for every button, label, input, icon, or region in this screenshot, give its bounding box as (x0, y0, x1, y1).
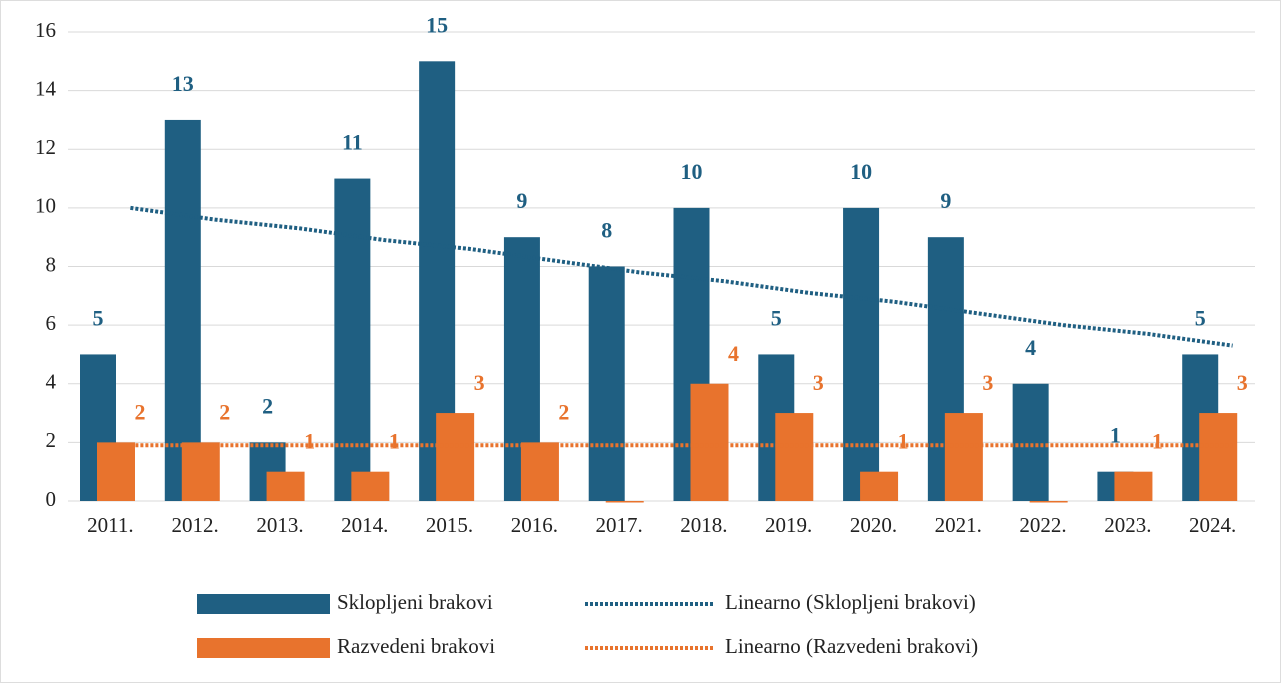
bar (334, 178, 371, 501)
x-tick-label: 2011. (87, 513, 133, 537)
x-tick-label: 2021. (935, 513, 982, 537)
x-tick-label: 2016. (511, 513, 558, 537)
bar (266, 471, 305, 501)
x-tick-label: 2022. (1019, 513, 1066, 537)
data-label: 10 (850, 159, 872, 184)
y-tick-label: 0 (46, 487, 57, 511)
x-tick-label: 2012. (172, 513, 219, 537)
legend-swatch (197, 638, 330, 658)
bar (588, 266, 625, 501)
bar (97, 442, 135, 501)
legend-label: Razvedeni brakovi (337, 634, 495, 658)
y-tick-label: 8 (46, 252, 57, 276)
bar (843, 207, 880, 501)
data-label: 4 (728, 341, 739, 366)
x-tick-label: 2020. (850, 513, 897, 537)
legend-swatch (197, 594, 330, 614)
data-label: 2 (219, 399, 230, 424)
bar (605, 501, 644, 503)
bar (181, 442, 220, 501)
data-label: 1 (389, 429, 400, 454)
bar (520, 442, 559, 501)
legend-label: Sklopljeni brakovi (337, 590, 493, 614)
bar (1199, 413, 1238, 501)
bar (164, 119, 201, 501)
data-label: 1 (1152, 429, 1163, 454)
data-label: 5 (771, 305, 782, 330)
bar (860, 471, 899, 501)
bar (775, 413, 814, 501)
bar (690, 383, 729, 501)
x-tick-label: 2019. (765, 513, 812, 537)
x-tick-label: 2023. (1104, 513, 1151, 537)
data-label: 8 (601, 218, 612, 243)
x-tick-label: 2017. (595, 513, 642, 537)
bar (1114, 471, 1153, 501)
trend-line (130, 205, 1233, 348)
bar (1029, 501, 1068, 503)
x-tick-label: 2015. (426, 513, 473, 537)
x-tick-label: 2013. (256, 513, 303, 537)
data-label: 3 (813, 370, 824, 395)
bar (1012, 383, 1049, 501)
y-tick-label: 4 (46, 370, 57, 394)
data-label: 9 (940, 188, 951, 213)
data-label: 3 (1237, 370, 1248, 395)
x-tick-label: 2024. (1189, 513, 1236, 537)
data-label: 3 (474, 370, 485, 395)
data-label: 2 (135, 399, 146, 424)
bar (351, 471, 390, 501)
data-label: 5 (93, 305, 104, 330)
y-tick-label: 16 (35, 18, 56, 42)
bar (436, 413, 475, 501)
data-label: 5 (1195, 305, 1206, 330)
data-label: 9 (516, 188, 527, 213)
data-label: 1 (898, 429, 909, 454)
bar (944, 413, 983, 501)
data-label: 11 (342, 130, 363, 155)
y-tick-label: 14 (35, 76, 57, 100)
data-label: 1 (1110, 423, 1121, 448)
data-label: 15 (426, 12, 448, 37)
data-label: 2 (558, 399, 569, 424)
y-tick-label: 6 (46, 311, 57, 335)
data-label: 10 (681, 159, 703, 184)
x-tick-label: 2014. (341, 513, 388, 537)
legend-label: Linearno (Sklopljeni brakovi) (725, 590, 976, 614)
y-tick-label: 2 (46, 428, 57, 452)
data-label: 1 (304, 429, 315, 454)
data-label: 4 (1025, 335, 1036, 360)
y-tick-label: 12 (35, 135, 56, 159)
legend-label: Linearno (Razvedeni brakovi) (725, 634, 978, 658)
data-label: 2 (262, 393, 273, 418)
x-tick-label: 2018. (680, 513, 727, 537)
y-tick-label: 10 (35, 194, 56, 218)
data-label: 13 (172, 71, 194, 96)
data-label: 3 (982, 370, 993, 395)
